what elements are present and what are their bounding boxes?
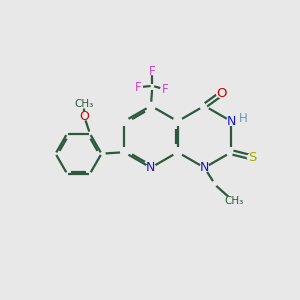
Text: F: F xyxy=(149,64,156,78)
Text: S: S xyxy=(248,151,256,164)
Text: N: N xyxy=(200,161,209,174)
Ellipse shape xyxy=(200,164,209,172)
Text: H: H xyxy=(239,112,248,125)
Text: F: F xyxy=(161,83,168,96)
Ellipse shape xyxy=(240,115,247,122)
Ellipse shape xyxy=(160,86,169,93)
Text: N: N xyxy=(146,161,156,174)
Text: CH₃: CH₃ xyxy=(225,196,244,206)
Text: F: F xyxy=(135,81,142,94)
Ellipse shape xyxy=(80,112,89,120)
Ellipse shape xyxy=(134,84,142,91)
Ellipse shape xyxy=(227,118,235,125)
Text: CH₃: CH₃ xyxy=(74,99,94,109)
Ellipse shape xyxy=(76,100,92,108)
Ellipse shape xyxy=(148,68,157,75)
Text: O: O xyxy=(216,87,227,100)
Text: O: O xyxy=(79,110,89,123)
Text: N: N xyxy=(226,115,236,128)
Ellipse shape xyxy=(146,164,155,172)
Ellipse shape xyxy=(217,89,226,98)
Ellipse shape xyxy=(248,153,257,162)
Ellipse shape xyxy=(225,196,241,205)
